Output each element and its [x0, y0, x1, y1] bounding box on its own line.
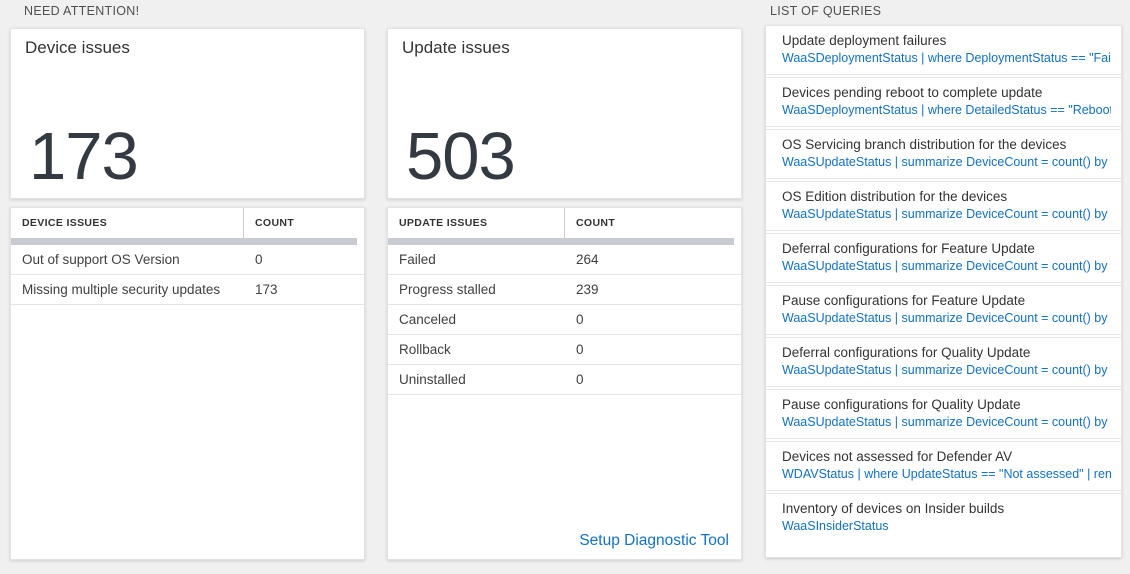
table-row[interactable]: Rollback 0: [388, 335, 741, 365]
row-label: Uninstalled: [399, 372, 466, 387]
query-title: Pause configurations for Quality Update: [782, 397, 1021, 412]
query-list-item[interactable]: Deferral configurations for Feature Upda…: [766, 233, 1121, 283]
query-title: OS Edition distribution for the devices: [782, 189, 1008, 204]
query-title: Deferral configurations for Feature Upda…: [782, 241, 1035, 256]
query-list-item[interactable]: Update deployment failures WaaSDeploymen…: [766, 26, 1121, 75]
update-grid-header: UPDATE ISSUES COUNT: [388, 208, 741, 238]
table-row[interactable]: Failed 264: [388, 245, 741, 275]
query-list-item[interactable]: Deferral configurations for Quality Upda…: [766, 337, 1121, 387]
row-label: Out of support OS Version: [22, 252, 180, 267]
row-label: Failed: [399, 252, 436, 267]
table-row[interactable]: Progress stalled 239: [388, 275, 741, 305]
query-list-item[interactable]: Pause configurations for Quality Update …: [766, 389, 1121, 439]
table-row[interactable]: Out of support OS Version 0: [11, 245, 364, 275]
query-list-item[interactable]: Pause configurations for Feature Update …: [766, 285, 1121, 335]
horizontal-scrollbar[interactable]: [388, 238, 734, 245]
query-title: Inventory of devices on Insider builds: [782, 501, 1005, 516]
need-attention-heading: NEED ATTENTION!: [24, 4, 140, 18]
query-text-link[interactable]: WaaSUpdateStatus | summarize DeviceCount…: [782, 259, 1111, 273]
device-grid-header: DEVICE ISSUES COUNT: [11, 208, 364, 238]
query-text-link[interactable]: WaaSUpdateStatus | summarize DeviceCount…: [782, 415, 1111, 429]
update-issues-title: Update issues: [402, 38, 510, 57]
row-count: 0: [576, 342, 584, 357]
row-label: Rollback: [399, 342, 451, 357]
table-row[interactable]: Missing multiple security updates 173: [11, 275, 364, 305]
update-grid-header-count: COUNT: [576, 217, 616, 229]
update-issues-tile[interactable]: Update issues 503: [387, 28, 742, 199]
query-list-item[interactable]: Inventory of devices on Insider builds W…: [766, 493, 1121, 542]
query-text-link[interactable]: WaaSDeploymentStatus | where DetailedSta…: [782, 103, 1111, 117]
row-label: Missing multiple security updates: [22, 282, 221, 297]
row-count: 239: [576, 282, 599, 297]
row-count: 264: [576, 252, 599, 267]
row-count: 0: [576, 312, 584, 327]
device-issues-count: 173: [29, 119, 139, 194]
query-text-link[interactable]: WaaSUpdateStatus | summarize DeviceCount…: [782, 311, 1111, 325]
query-title: OS Servicing branch distribution for the…: [782, 137, 1067, 152]
query-list-item[interactable]: Devices pending reboot to complete updat…: [766, 77, 1121, 127]
horizontal-scrollbar[interactable]: [11, 238, 357, 245]
query-list-item[interactable]: OS Edition distribution for the devices …: [766, 181, 1121, 231]
update-grid-header-issues: UPDATE ISSUES: [388, 208, 565, 238]
query-title: Pause configurations for Feature Update: [782, 293, 1026, 308]
update-issues-grid: UPDATE ISSUES COUNT Failed 264 Progress …: [387, 207, 742, 560]
query-text-link[interactable]: WDAVStatus | where UpdateStatus == "Not …: [782, 467, 1111, 481]
row-label: Canceled: [399, 312, 457, 327]
query-title: Devices pending reboot to complete updat…: [782, 85, 1043, 100]
query-list-item[interactable]: Devices not assessed for Defender AV WDA…: [766, 441, 1121, 491]
device-grid-header-count: COUNT: [255, 217, 295, 229]
table-row[interactable]: Canceled 0: [388, 305, 741, 335]
query-title: Deferral configurations for Quality Upda…: [782, 345, 1031, 360]
update-issues-count: 503: [406, 119, 516, 194]
queries-panel: Update deployment failures WaaSDeploymen…: [765, 25, 1122, 558]
setup-diagnostic-tool-link[interactable]: Setup Diagnostic Tool: [579, 532, 729, 549]
list-of-queries-heading: LIST OF QUERIES: [770, 4, 882, 18]
query-text-link[interactable]: WaaSUpdateStatus | summarize DeviceCount…: [782, 207, 1111, 221]
row-label: Progress stalled: [399, 282, 496, 297]
row-count: 173: [255, 282, 278, 297]
table-row[interactable]: Uninstalled 0: [388, 365, 741, 395]
query-title: Update deployment failures: [782, 33, 947, 48]
device-issues-title: Device issues: [25, 38, 130, 57]
device-issues-tile[interactable]: Device issues 173: [10, 28, 365, 199]
row-count: 0: [255, 252, 263, 267]
device-grid-header-issues: DEVICE ISSUES: [11, 208, 244, 238]
query-text-link[interactable]: WaaSUpdateStatus | summarize DeviceCount…: [782, 363, 1111, 377]
query-title: Devices not assessed for Defender AV: [782, 449, 1013, 464]
query-text-link[interactable]: WaaSDeploymentStatus | where DeploymentS…: [782, 51, 1111, 65]
query-text-link[interactable]: WaaSUpdateStatus | summarize DeviceCount…: [782, 155, 1111, 169]
row-count: 0: [576, 372, 584, 387]
query-list-item[interactable]: OS Servicing branch distribution for the…: [766, 129, 1121, 179]
device-issues-grid: DEVICE ISSUES COUNT Out of support OS Ve…: [10, 207, 365, 560]
query-text-link[interactable]: WaaSInsiderStatus: [782, 519, 889, 533]
